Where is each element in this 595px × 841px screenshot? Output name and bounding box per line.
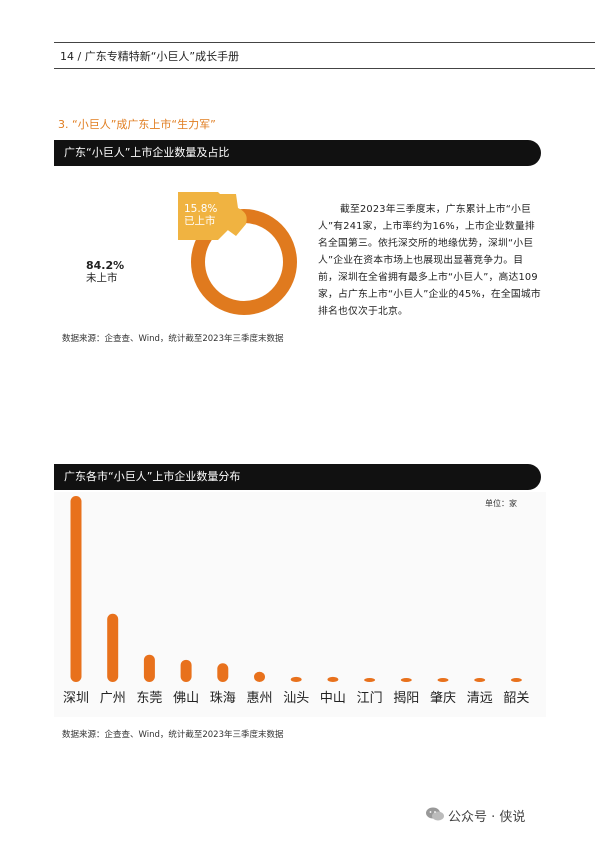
bar-惠州 [254,671,265,682]
unit-label: 单位：家 [485,499,517,508]
section-title: 3. “小巨人”成广东上市“生力军” [58,118,216,131]
category-label-清远: 清远 [467,691,493,706]
category-label-汕头: 汕头 [283,691,309,706]
bar-韶关 [510,678,522,682]
source-note-1: 数据来源：企查查、Wind，统计截至2023年三季度末数据 [62,334,284,344]
category-label-深圳: 深圳 [63,691,89,706]
bar-东莞 [143,654,155,682]
header-rule-top [54,42,595,43]
bar-中山 [327,676,339,682]
bar-肇庆 [437,678,449,682]
bar-揭阳 [400,678,412,682]
category-label-惠州: 惠州 [246,691,272,706]
unlisted-pct: 84.2% [86,259,125,272]
listed-label: 已上市 [184,215,216,227]
category-label-佛山: 佛山 [173,691,199,706]
page-number: 14 [60,50,74,63]
unlisted-label: 未上市 [86,272,118,284]
body-paragraph: 截至2023年三季度末，广东累计上市“小巨人”有241家，上市率约为16%，上市… [318,204,541,317]
header-separator: / [77,50,82,63]
category-label-广州: 广州 [100,691,126,706]
bar-深圳 [70,496,82,682]
category-label-肇庆: 肇庆 [430,691,456,706]
page-header: 14 / 广东专精特新“小巨人”成长手册 [60,48,239,64]
category-label-中山: 中山 [320,691,346,706]
category-label-揭阳: 揭阳 [393,691,419,706]
donut-arrow-listed [178,192,242,240]
bar-广州 [107,613,119,682]
source-note-2: 数据来源：企查查、Wind，统计截至2023年三季度末数据 [62,730,284,740]
category-label-江门: 江门 [357,691,383,706]
band-title-city-distribution: 广东各市“小巨人”上市企业数量分布 [54,464,541,490]
watermark-text: 公众号 · 侠说 [448,810,526,825]
listed-label-group: 15.8% 已上市 [184,203,217,227]
listed-pct: 15.8% [184,203,218,215]
category-label-韶关: 韶关 [503,690,529,706]
band-title-listed-ratio: 广东“小巨人”上市企业数量及占比 [54,140,541,166]
bar-佛山 [180,659,192,682]
header-rule-bottom [54,68,595,69]
category-label-珠海: 珠海 [210,691,236,706]
bar-珠海 [217,663,229,682]
header-title: 广东专精特新“小巨人”成长手册 [84,50,240,63]
category-label-东莞: 东莞 [136,691,162,706]
wechat-icon [426,807,444,821]
bar-chart: 深圳 广州 东莞 佛山 珠海 惠州 汕头 中山 江门 揭阳 肇庆 清远 韶关 [63,496,529,706]
bar-汕头 [290,676,302,682]
bar-清远 [474,678,486,682]
bar-江门 [364,678,376,682]
donut-chart [178,192,297,315]
unlisted-label-group: 84.2% 未上市 [86,259,125,285]
